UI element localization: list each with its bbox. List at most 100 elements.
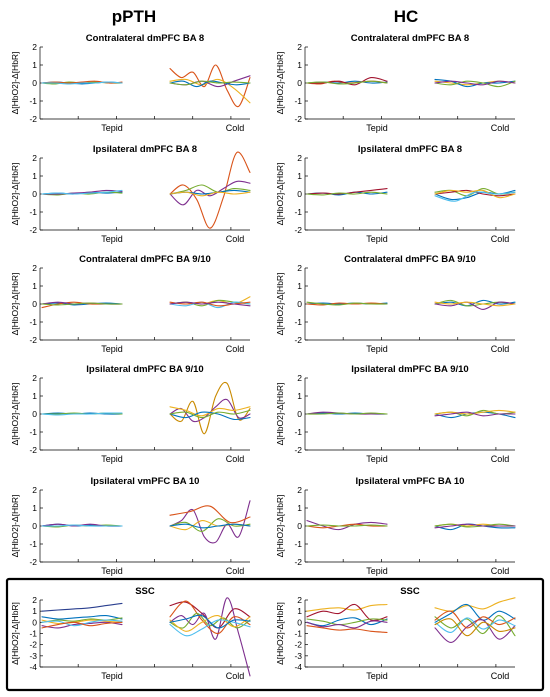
panel-title: SSC <box>135 586 155 597</box>
category-label: Tepid <box>101 671 123 681</box>
y-tick-label: 0 <box>32 409 37 419</box>
y-tick-label: 1 <box>32 281 37 291</box>
y-tick-label: -1 <box>294 207 302 217</box>
series-line <box>169 619 251 637</box>
category-label: Cold <box>226 344 245 354</box>
series-line <box>434 411 516 417</box>
series-line <box>169 523 251 529</box>
series-line <box>41 619 123 625</box>
series-line <box>169 184 251 195</box>
series-line <box>41 81 123 85</box>
y-tick-label: -1 <box>29 539 37 549</box>
y-tick-label: -1 <box>294 427 302 437</box>
y-axis-label: Δ[HbO2]-Δ[HbR] <box>10 602 20 665</box>
y-axis-label: Δ[HbO2]-Δ[HbR] <box>275 52 285 115</box>
series-line <box>169 614 251 629</box>
ssc-highlight-box <box>5 577 545 692</box>
series-line <box>434 619 516 643</box>
y-axis-label: Δ[HbO2]-Δ[HbR] <box>275 495 285 558</box>
y-tick-label: -1 <box>294 539 302 549</box>
panel-7: Ipsilateral dmPFC BA 9/10 2 1 0 -1 -2 Δ[HbO2]-… <box>10 364 251 464</box>
column-title-pPTH: pPTH <box>112 7 156 26</box>
y-tick-label: 0 <box>297 189 302 199</box>
series-line <box>306 603 388 612</box>
y-tick-label: 1 <box>32 391 37 401</box>
y-tick-label: 2 <box>297 373 302 383</box>
series-line <box>169 80 251 86</box>
category-label: Cold <box>226 566 245 576</box>
y-tick-label: 2 <box>297 485 302 495</box>
series-line <box>169 615 251 632</box>
y-tick-label: 0 <box>297 617 302 627</box>
y-axis-label: Δ[HbO2]-Δ[HbR] <box>10 495 20 558</box>
category-label: Tepid <box>101 344 123 354</box>
y-axis-label: Δ[HbO2]-Δ[HbR] <box>10 52 20 115</box>
y-tick-label: -2 <box>294 557 302 567</box>
series-line <box>434 615 516 637</box>
category-label: Cold <box>226 671 245 681</box>
y-tick-label: -1 <box>294 629 302 639</box>
y-tick-label: 0 <box>297 409 302 419</box>
y-tick-label: -2 <box>294 114 302 124</box>
y-tick-label: -3 <box>29 651 37 661</box>
category-label: Cold <box>226 454 245 464</box>
panel-2: Contralateral dmPFC BA 8 2 1 0 -1 -2 Δ[HbO2]-Δ… <box>275 33 516 133</box>
series-line <box>306 412 388 415</box>
y-tick-label: -1 <box>29 427 37 437</box>
series-line <box>306 191 388 196</box>
category-label: Cold <box>491 671 510 681</box>
series-line <box>169 411 251 421</box>
panel-5: Contralateral dmPFC BA 9/10 2 1 0 -1 -2 Δ[HbO2… <box>10 254 251 354</box>
series-line <box>41 412 123 416</box>
category-label: Cold <box>491 123 510 133</box>
y-axis-label: Δ[HbO2]-Δ[HbR] <box>275 602 285 665</box>
y-tick-label: 2 <box>32 595 37 605</box>
y-tick-label: 2 <box>297 595 302 605</box>
series-line <box>169 500 251 544</box>
category-label: Cold <box>491 344 510 354</box>
y-tick-label: 2 <box>32 485 37 495</box>
y-tick-label: -2 <box>29 640 37 650</box>
panel-title: SSC <box>400 586 420 597</box>
y-tick-label: 2 <box>32 153 37 163</box>
y-tick-label: -2 <box>294 335 302 345</box>
y-axis-label: Δ[HbO2]-Δ[HbR] <box>10 383 20 446</box>
category-label: Cold <box>226 234 245 244</box>
series-line <box>434 191 516 202</box>
category-label: Tepid <box>101 123 123 133</box>
category-label: Cold <box>491 234 510 244</box>
panel-title: Contralateral dmPFC BA 9/10 <box>79 254 211 265</box>
y-tick-label: 1 <box>32 503 37 513</box>
y-tick-label: -2 <box>29 225 37 235</box>
y-tick-label: -3 <box>294 651 302 661</box>
y-tick-label: 0 <box>32 299 37 309</box>
series-line <box>169 505 251 524</box>
category-label: Tepid <box>366 671 388 681</box>
series-line <box>169 80 251 88</box>
y-axis-label: Δ[HbO2]-Δ[HbR] <box>275 163 285 226</box>
y-tick-label: 2 <box>32 263 37 273</box>
y-tick-label: -2 <box>29 114 37 124</box>
y-tick-label: 2 <box>297 153 302 163</box>
panels: Contralateral dmPFC BA 8 2 1 0 -1 -2 Δ[HbO2]-Δ… <box>10 33 516 681</box>
series-line <box>434 523 516 529</box>
panel-title: Ipsilateral dmPFC BA 9/10 <box>86 364 203 375</box>
y-tick-label: 0 <box>32 189 37 199</box>
panel-title: Ipsilateral vmPFC BA 10 <box>91 476 200 487</box>
y-tick-label: -4 <box>294 662 302 672</box>
panel-title: Contralateral dmPFC BA 8 <box>86 33 204 44</box>
series-line <box>306 618 388 626</box>
panel-11: SSC 210 -1-2-3-4 Δ[HbO2]-Δ[HbR] Tepid Cold <box>10 586 251 681</box>
y-tick-label: -1 <box>29 317 37 327</box>
series-line <box>169 301 251 307</box>
series-line <box>41 614 123 620</box>
series-line <box>169 180 251 206</box>
y-tick-label: -1 <box>29 96 37 106</box>
category-label: Tepid <box>366 454 388 464</box>
category-label: Tepid <box>366 234 388 244</box>
panel-3: Ipsilateral dmPFC BA 8 2 1 0 -1 -2 Δ[HbO2]-Δ[H… <box>10 144 251 244</box>
series-line <box>41 302 123 306</box>
series-line <box>169 78 251 104</box>
y-tick-label: 2 <box>297 263 302 273</box>
column-title-HC: HC <box>394 7 419 26</box>
